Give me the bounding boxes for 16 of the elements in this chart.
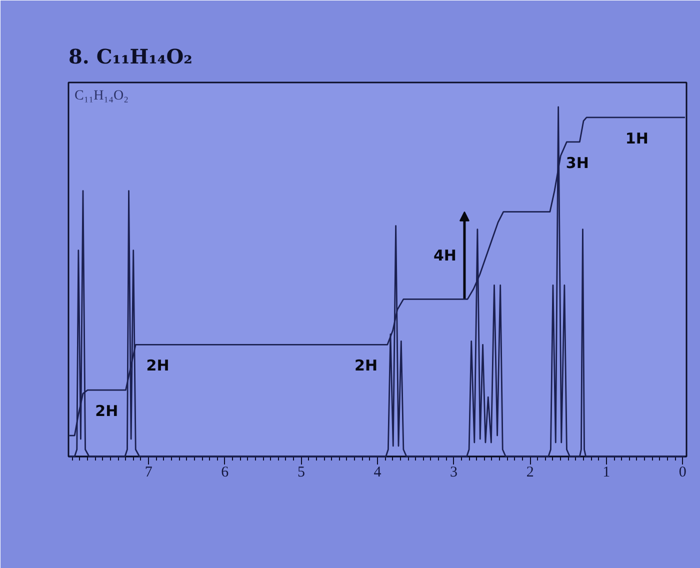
- annotation: 3H: [566, 154, 589, 172]
- x-tick-label: 0: [678, 464, 686, 480]
- x-tick-label: 6: [221, 464, 230, 480]
- chart-title: 8. C₁₁H₁₄O₂: [68, 44, 192, 68]
- x-tick-label: 7: [144, 464, 153, 480]
- x-tick-label: 2: [526, 464, 534, 480]
- x-tick-label: 4: [374, 464, 382, 480]
- annotation: 2H: [146, 356, 170, 375]
- annotation: 2H: [354, 356, 378, 375]
- annotation: 1H: [625, 129, 648, 148]
- x-tick-label: 1: [602, 464, 610, 480]
- text: C₁₁H₁₄O₂: [74, 88, 129, 104]
- x-tick-label: 3: [450, 464, 458, 480]
- annotation: 4H: [433, 246, 456, 265]
- x-tick-label: 5: [297, 464, 305, 480]
- annotation: 2H: [95, 402, 118, 420]
